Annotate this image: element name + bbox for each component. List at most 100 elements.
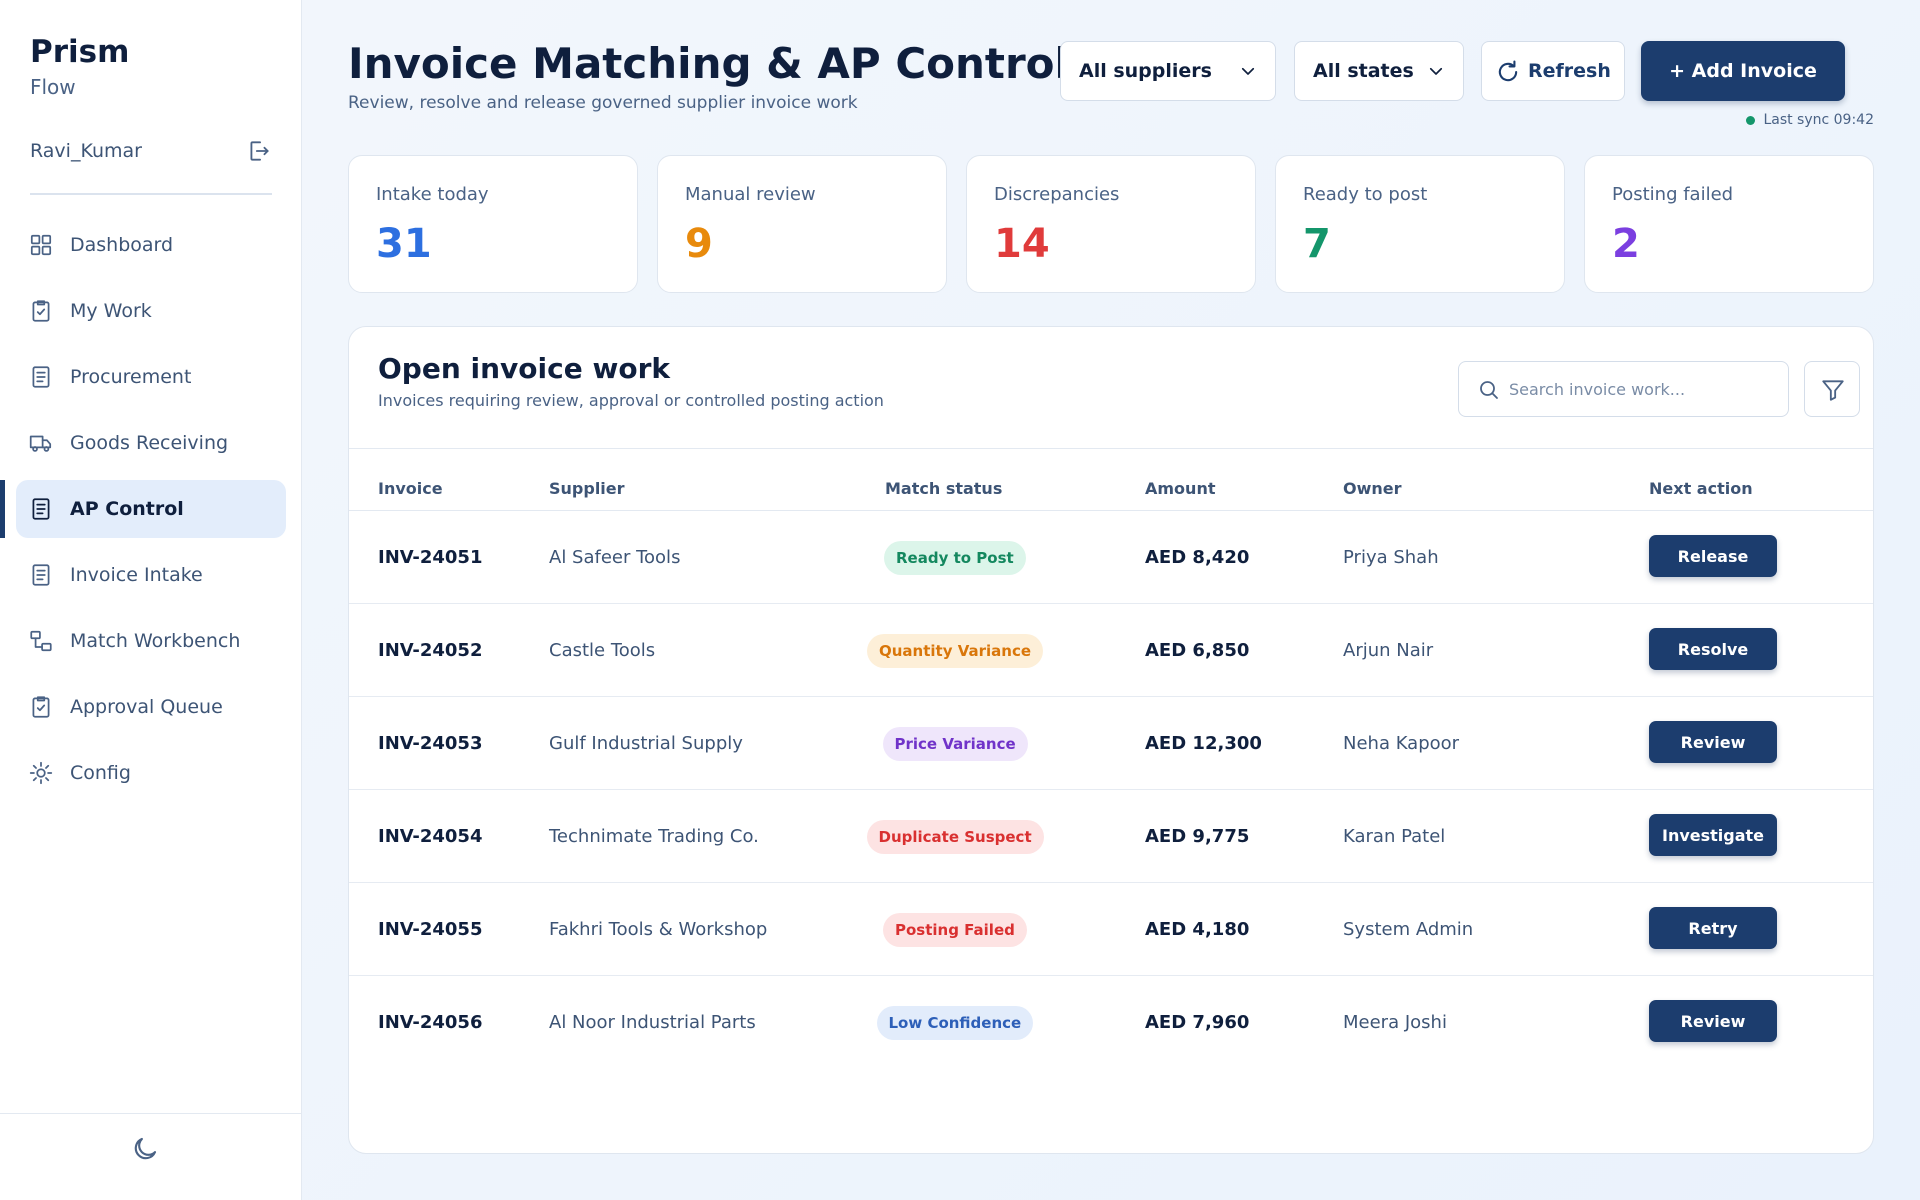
- search-input[interactable]: [1509, 372, 1779, 406]
- column-header-next-action: Next action: [1649, 479, 1753, 498]
- sidebar-item-procurement[interactable]: Procurement: [16, 348, 286, 406]
- invoice-id[interactable]: INV-24056: [378, 1012, 483, 1033]
- status-badge: Low Confidence: [876, 1006, 1034, 1040]
- supplier-filter-select[interactable]: All suppliers: [1060, 41, 1276, 101]
- sidebar-item-label: AP Control: [70, 498, 184, 520]
- status-badge: Posting Failed: [883, 913, 1027, 947]
- status-badge: Duplicate Suspect: [866, 820, 1044, 854]
- sidebar-item-label: Goods Receiving: [70, 432, 229, 454]
- kpi-value: 31: [376, 221, 432, 267]
- sidebar-item-config[interactable]: Config: [16, 744, 286, 802]
- kpi-value: 2: [1612, 221, 1640, 267]
- brand-subtitle: Flow: [30, 75, 76, 99]
- sidebar-item-my-work[interactable]: My Work: [16, 282, 286, 340]
- invoice-id[interactable]: INV-24055: [378, 919, 483, 940]
- sidebar-divider: [30, 193, 272, 195]
- supplier-name: Al Safeer Tools: [549, 547, 681, 568]
- row-action-button[interactable]: Review: [1649, 721, 1777, 763]
- row-action-button[interactable]: Resolve: [1649, 628, 1777, 670]
- invoice-id[interactable]: INV-24052: [378, 640, 483, 661]
- panel-subtitle: Invoices requiring review, approval or c…: [378, 391, 884, 410]
- table-header-divider: [349, 510, 1873, 511]
- filter-button[interactable]: [1804, 361, 1860, 417]
- table-row: INV-24055 Fakhri Tools & Workshop Posting …: [349, 883, 1873, 976]
- sidebar-item-label: Procurement: [70, 366, 192, 388]
- sidebar-item-label: Approval Queue: [70, 696, 223, 718]
- page-title: Invoice Matching & AP Control: [348, 39, 1069, 88]
- document-icon: [32, 498, 50, 520]
- supplier-name: Fakhri Tools & Workshop: [549, 919, 768, 940]
- table-row: INV-24051 Al Safeer Tools Ready to Post AED…: [349, 511, 1873, 604]
- clipboard-check-icon: [32, 300, 50, 322]
- amount: AED 12,300: [1145, 733, 1262, 754]
- document-icon: [32, 564, 50, 586]
- table-row: INV-24053 Gulf Industrial Supply Price Var…: [349, 697, 1873, 790]
- row-action-button[interactable]: Review: [1649, 1000, 1777, 1042]
- kpi-card-ready-to-post: Ready to post 7: [1275, 155, 1565, 293]
- invoice-id[interactable]: INV-24051: [378, 547, 483, 568]
- kpi-value: 14: [994, 221, 1050, 267]
- brand: Prism Flow: [30, 34, 129, 100]
- kpi-card-intake-today: Intake today 31: [348, 155, 638, 293]
- sidebar-item-label: Match Workbench: [70, 630, 241, 652]
- grid-icon: [30, 234, 52, 256]
- filter-icon: [1822, 380, 1844, 401]
- sidebar-item-ap-control[interactable]: AP Control: [0, 480, 286, 538]
- chevron-down-icon: [1241, 67, 1255, 75]
- kpi-value: 7: [1303, 221, 1331, 267]
- column-header-owner: Owner: [1343, 479, 1402, 498]
- sidebar-nav: Dashboard My Work Procurement Goods Receivi…: [0, 216, 302, 810]
- panel-title: Open invoice work: [378, 352, 671, 385]
- column-header-supplier: Supplier: [549, 479, 625, 498]
- page-subtitle: Review, resolve and release governed sup…: [348, 93, 858, 113]
- supplier-name: Castle Tools: [549, 640, 656, 661]
- sidebar-item-invoice-intake[interactable]: Invoice Intake: [16, 546, 286, 604]
- sidebar-item-approval-queue[interactable]: Approval Queue: [16, 678, 286, 736]
- gear-icon: [29, 761, 53, 785]
- amount: AED 8,420: [1145, 547, 1250, 568]
- refresh-button[interactable]: Refresh: [1481, 41, 1625, 101]
- kpi-label: Discrepancies: [994, 184, 1120, 205]
- kpi-card-manual-review: Manual review 9: [657, 155, 947, 293]
- sidebar: Prism Flow Ravi_Kumar Dashboard My Work Pr…: [0, 0, 302, 1200]
- brand-title: Prism: [30, 34, 130, 70]
- row-action-button[interactable]: Release: [1649, 535, 1777, 577]
- amount: AED 6,850: [1145, 640, 1250, 661]
- sidebar-item-dashboard[interactable]: Dashboard: [16, 216, 286, 274]
- kpi-label: Posting failed: [1612, 184, 1734, 205]
- owner-name: Karan Patel: [1343, 826, 1446, 847]
- logout-icon[interactable]: [246, 138, 272, 164]
- supplier-name: Technimate Trading Co.: [549, 826, 759, 847]
- owner-name: Priya Shah: [1343, 547, 1439, 568]
- sidebar-item-label: Config: [70, 762, 131, 784]
- row-action-button[interactable]: Retry: [1649, 907, 1777, 949]
- invoice-id[interactable]: INV-24053: [378, 733, 483, 754]
- sync-status: Last sync 09:42: [1746, 112, 1874, 128]
- moon-icon[interactable]: [130, 1134, 160, 1164]
- sidebar-item-label: Dashboard: [70, 234, 174, 256]
- column-header-match-status: Match status: [885, 479, 1003, 498]
- column-header-invoice: Invoice: [378, 479, 443, 498]
- sidebar-item-label: My Work: [70, 300, 152, 322]
- amount: AED 9,775: [1145, 826, 1250, 847]
- state-filter-value: All states: [1313, 60, 1414, 82]
- refresh-icon: [1498, 60, 1518, 82]
- state-filter-select[interactable]: All states: [1294, 41, 1464, 101]
- kpi-label: Intake today: [376, 184, 489, 205]
- sidebar-item-goods-receiving[interactable]: Goods Receiving: [16, 414, 286, 472]
- row-action-button[interactable]: Investigate: [1649, 814, 1777, 856]
- truck-icon: [29, 435, 52, 452]
- owner-name: Meera Joshi: [1343, 1012, 1447, 1033]
- document-icon: [32, 366, 50, 388]
- invoice-id[interactable]: INV-24054: [378, 826, 483, 847]
- sync-status-dot: [1746, 115, 1756, 125]
- sidebar-item-match-workbench[interactable]: Match Workbench: [16, 612, 286, 670]
- match-icon: [30, 630, 52, 652]
- search-box: [1458, 361, 1789, 417]
- add-invoice-button[interactable]: + Add Invoice: [1641, 41, 1845, 101]
- search-icon: [1480, 381, 1498, 399]
- sync-text: Last sync 09:42: [1763, 112, 1874, 128]
- amount: AED 7,960: [1145, 1012, 1250, 1033]
- amount: AED 4,180: [1145, 919, 1250, 940]
- kpi-label: Manual review: [685, 184, 816, 205]
